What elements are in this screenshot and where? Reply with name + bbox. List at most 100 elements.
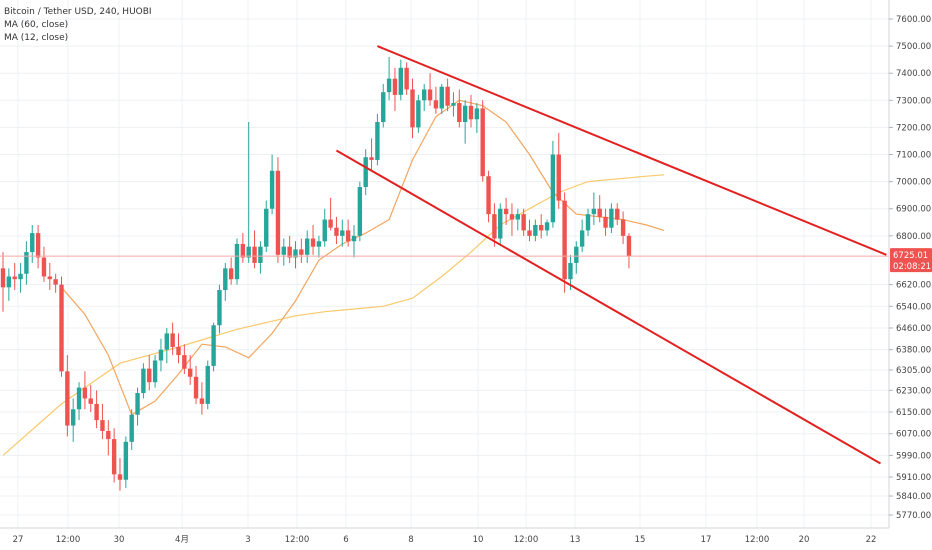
candle-up [71, 409, 76, 426]
candle-down [12, 276, 17, 280]
y-tick-label: 7000.00 [896, 178, 931, 188]
candle-down [427, 89, 433, 101]
candle-up [579, 230, 585, 247]
candle-down [111, 439, 117, 475]
candle-up [76, 387, 82, 410]
y-tick-label: 6800.00 [896, 232, 931, 242]
candle-down [53, 279, 58, 285]
y-tick-label: 7500.00 [896, 42, 931, 52]
candle-down [147, 368, 152, 383]
candle-down [556, 154, 561, 201]
candle-up [322, 219, 327, 242]
candle-down [176, 346, 181, 356]
x-tick-label: 10 [473, 535, 484, 545]
candle-up [609, 208, 614, 228]
candle-down [509, 214, 515, 220]
candle-up [416, 100, 421, 128]
x-tick-label: 17 [701, 535, 712, 545]
candle-up [30, 233, 35, 253]
x-tick-label: 20 [799, 535, 810, 545]
symbol-title: Bitcoin / Tether USD, 240, HUOBI [4, 7, 152, 17]
chart-grid [0, 0, 889, 528]
x-tick-label: 8 [408, 535, 413, 545]
price-badge [890, 248, 932, 273]
candle-down [199, 398, 205, 404]
y-tick-label: 6900.00 [896, 205, 931, 215]
y-tick-label: 6540.00 [896, 302, 931, 312]
candle-down [47, 276, 52, 280]
candle-down [117, 474, 123, 480]
candle-up [293, 249, 298, 258]
candle-down [170, 333, 175, 347]
candle-down [539, 224, 544, 231]
candle-up [246, 246, 251, 258]
y-tick-label: 7200.00 [896, 123, 931, 133]
candle-down [468, 105, 474, 120]
x-tick-label: 6 [343, 535, 348, 545]
candle-down [334, 227, 339, 236]
candle-down [457, 103, 462, 122]
candle-up [18, 273, 23, 280]
candle-up [363, 157, 368, 188]
candle-up [281, 246, 286, 255]
y-tick-label: 6305.00 [896, 366, 931, 376]
candle-down [240, 243, 246, 258]
y-tick-label: 6380.00 [896, 346, 931, 356]
candle-down [392, 78, 398, 95]
candle-up [129, 414, 134, 442]
upper-trendline [377, 45, 887, 256]
y-tick-label: 7300.00 [896, 96, 931, 106]
x-tick-label: 3 [245, 535, 250, 545]
candle-down [188, 368, 193, 377]
candle-up [381, 92, 386, 122]
candle-up [544, 222, 550, 231]
candle-down [59, 284, 64, 372]
candle-up [205, 365, 210, 404]
candle-up [585, 214, 591, 231]
candle-up [24, 252, 29, 274]
candle-up [234, 243, 240, 280]
candle-up [269, 170, 275, 209]
candle-up [474, 108, 480, 120]
candle-up [158, 349, 164, 361]
moving-averages [2, 99, 665, 456]
candle-up [375, 121, 380, 160]
candle-down [65, 371, 70, 426]
price-badge-countdown: 02:08:21 [893, 262, 931, 272]
candle-down [486, 176, 491, 215]
ma60-line [2, 174, 665, 456]
x-tick-label: 13 [570, 535, 581, 545]
y-tick-label: 7100.00 [896, 151, 931, 161]
x-tick-label: 12:00 [514, 535, 539, 545]
candle-up [258, 246, 263, 263]
candle-up [550, 154, 556, 223]
candle-down [0, 268, 6, 288]
candle-up [152, 360, 158, 383]
y-tick-label: 6150.00 [896, 408, 931, 418]
candle-up [462, 105, 468, 122]
candle-down [410, 89, 415, 128]
x-tick-label: 12:00 [745, 535, 770, 545]
candle-down [94, 403, 99, 421]
candle-down [527, 230, 532, 236]
candle-down [620, 219, 626, 236]
candle-down [182, 355, 187, 369]
candle-down [503, 208, 509, 215]
candle-up [533, 224, 538, 236]
y-tick-label: 5990.00 [896, 451, 931, 461]
candle-up [386, 78, 392, 93]
candle-up [439, 86, 444, 109]
x-tick-label: 22 [866, 535, 877, 545]
x-tick-label: 12:00 [56, 535, 81, 545]
candle-up [357, 187, 363, 236]
candle-up [211, 325, 216, 366]
candle-up [123, 441, 129, 480]
candle-down [299, 249, 304, 255]
candle-down [275, 170, 281, 255]
candlesticks [0, 56, 632, 491]
candle-down [626, 235, 632, 257]
y-tick-label: 7400.00 [896, 69, 931, 79]
candle-up [398, 67, 403, 95]
